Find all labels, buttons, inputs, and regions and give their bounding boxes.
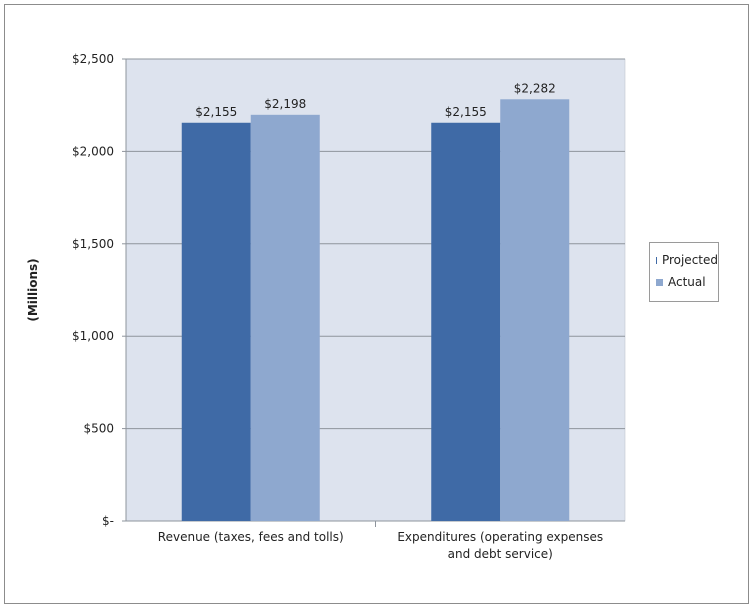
data-label: $2,198 [264,97,306,111]
data-label: $2,155 [445,105,487,119]
legend-item-actual: Actual [656,271,718,293]
legend-label-projected: Projected [661,253,718,267]
y-tick-label: $2,000 [72,144,114,158]
x-category-label: Revenue (taxes, fees and tolls) [158,530,344,544]
chart-frame: $- $500 $1,000 $1,500 $2,000 $2,500 $2,155 $2,1… [4,4,749,604]
data-label: $2,282 [514,81,556,95]
bar-actual-0 [250,114,320,521]
y-tick-label: $500 [83,422,114,436]
x-category-label: and debt service) [448,547,553,561]
bar-actual-1 [500,99,570,521]
bar-projected-1 [431,122,501,522]
y-axis-title: (Millions) [26,258,40,321]
data-label: $2,155 [195,105,237,119]
bar-chart: $- $500 $1,000 $1,500 $2,000 $2,500 $2,155 $2,1… [26,52,626,561]
y-tick-label: $- [102,514,114,528]
legend-item-projected: Projected [656,249,718,271]
y-tick-label: $1,500 [72,237,114,251]
y-tick-label: $1,000 [72,329,114,343]
legend: Projected Actual [649,242,719,302]
legend-swatch-actual [656,278,663,286]
legend-swatch-projected [656,256,657,264]
bar-projected-0 [181,122,251,522]
x-category-label: Expenditures (operating expenses [397,530,603,544]
legend-label-actual: Actual [668,275,706,289]
y-tick-label: $2,500 [72,52,114,66]
